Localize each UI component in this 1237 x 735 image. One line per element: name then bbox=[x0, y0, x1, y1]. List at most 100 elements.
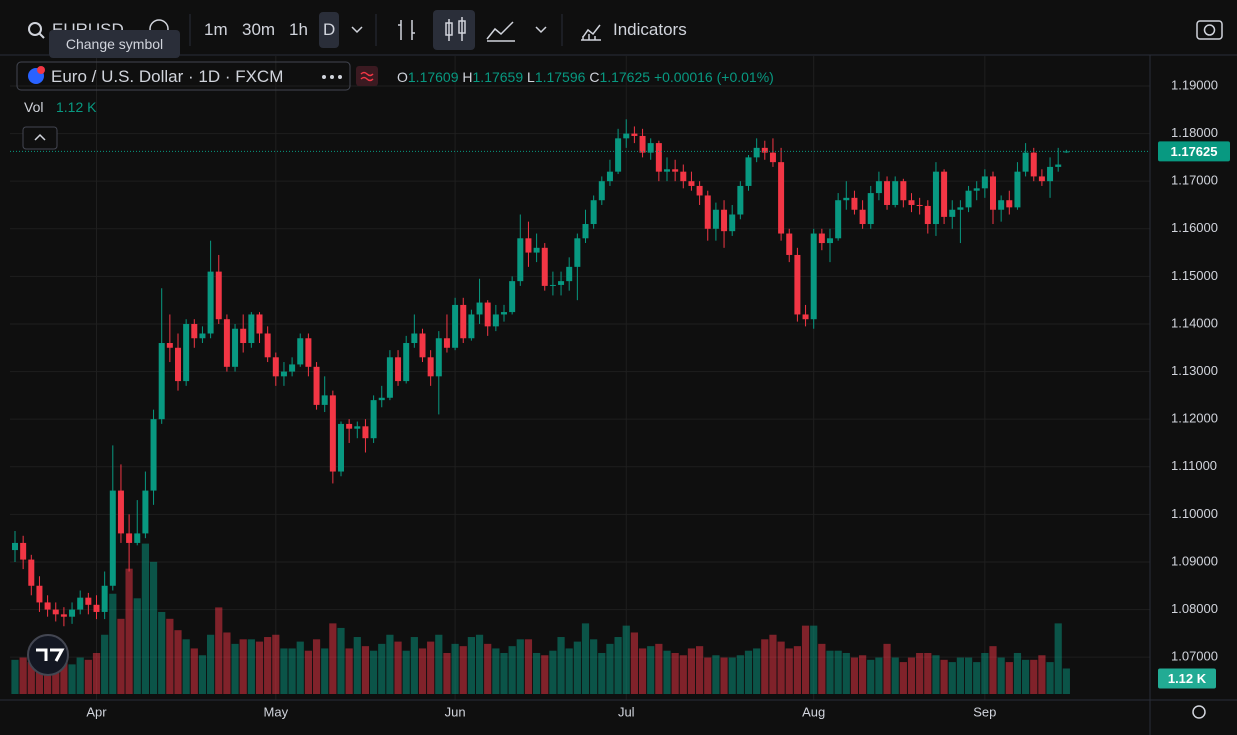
candle-body bbox=[1038, 176, 1045, 182]
volume-bar bbox=[386, 634, 394, 694]
candle-body bbox=[85, 597, 92, 605]
candle-body bbox=[321, 395, 328, 405]
snapshot-icon[interactable] bbox=[1196, 20, 1223, 40]
interval[interactable]: 30m bbox=[242, 20, 276, 39]
y-tick-label: 1.14000 bbox=[1171, 315, 1218, 330]
volume-bar bbox=[361, 646, 370, 694]
candle-body bbox=[484, 302, 491, 327]
volume-bar bbox=[883, 643, 891, 694]
symbol-legend-box[interactable] bbox=[16, 61, 351, 91]
candle-style-bg[interactable] bbox=[433, 10, 475, 50]
candle-body bbox=[549, 284, 556, 286]
candle-body bbox=[280, 371, 287, 377]
volume-badge-label: 1.12 K bbox=[1168, 671, 1207, 686]
area-style-icon[interactable] bbox=[486, 21, 515, 42]
x-tick-label: May bbox=[264, 704, 289, 719]
ohlc-value: 1.17609 bbox=[407, 69, 459, 85]
candle-body bbox=[142, 490, 149, 534]
candle-body bbox=[158, 343, 165, 420]
volume-bar bbox=[647, 646, 655, 694]
candle-body bbox=[704, 195, 711, 229]
candle-body bbox=[525, 238, 532, 253]
indicators-icon[interactable] bbox=[581, 24, 601, 41]
candle-body bbox=[509, 281, 516, 313]
candle-body bbox=[655, 143, 662, 172]
candle-style-icon bbox=[458, 20, 466, 34]
y-tick-label: 1.16000 bbox=[1171, 220, 1218, 235]
volume-bar bbox=[231, 643, 239, 694]
candle-body bbox=[386, 357, 393, 398]
volume-bar bbox=[207, 634, 215, 694]
candle-body bbox=[998, 200, 1005, 210]
candle-body bbox=[875, 181, 882, 194]
interval[interactable]: D bbox=[323, 20, 336, 39]
candle-body bbox=[492, 314, 499, 327]
candle-body bbox=[615, 138, 622, 172]
candle-body bbox=[109, 490, 116, 586]
candle-body bbox=[264, 333, 271, 358]
volume-bar bbox=[410, 637, 418, 694]
interval[interactable]: 1m bbox=[204, 20, 228, 39]
volume-bar bbox=[215, 607, 223, 694]
volume-bar bbox=[1062, 668, 1070, 694]
settings-icon[interactable] bbox=[1192, 705, 1206, 719]
candle-body bbox=[44, 602, 51, 610]
candle-body bbox=[150, 419, 157, 491]
candle-body bbox=[729, 214, 736, 232]
volume-bar bbox=[60, 662, 68, 694]
volume-bar bbox=[141, 543, 149, 694]
volume-bar bbox=[239, 639, 247, 694]
indicators-button[interactable]: Indicators bbox=[613, 20, 687, 39]
volume-bar bbox=[671, 652, 679, 694]
chevron[interactable] bbox=[351, 26, 363, 34]
candle-body bbox=[207, 271, 214, 334]
candle-body bbox=[36, 585, 43, 603]
interval[interactable]: 1h bbox=[289, 20, 308, 39]
chevron[interactable] bbox=[535, 26, 547, 34]
volume-bar bbox=[451, 643, 459, 694]
candle-body bbox=[582, 224, 589, 239]
search-icon[interactable] bbox=[28, 22, 42, 36]
y-tick-label: 1.13000 bbox=[1171, 363, 1218, 378]
ohlc-key: C bbox=[589, 69, 600, 85]
logo[interactable] bbox=[27, 634, 69, 676]
bar-style-icon[interactable] bbox=[398, 20, 415, 40]
candle-body bbox=[949, 209, 956, 217]
candle-body bbox=[851, 197, 858, 210]
y-tick-label: 1.08000 bbox=[1171, 601, 1218, 616]
volume-bar bbox=[321, 648, 329, 694]
y-tick-label: 1.19000 bbox=[1171, 77, 1218, 92]
candle-body bbox=[818, 233, 825, 244]
market-status bbox=[356, 66, 378, 86]
volume-bar bbox=[704, 657, 712, 694]
candle-body bbox=[753, 147, 760, 158]
volume-bar bbox=[964, 657, 973, 694]
volume-bar bbox=[84, 659, 92, 694]
candle-body bbox=[403, 343, 410, 382]
volume-bar bbox=[35, 664, 44, 694]
volume-bar bbox=[247, 639, 255, 694]
symbol-title[interactable]: Euro / U.S. Dollar · 1D · FXCM bbox=[51, 67, 284, 86]
y-tick-label: 1.10000 bbox=[1171, 506, 1218, 521]
x-tick-label: Jul bbox=[618, 704, 635, 719]
volume-bar bbox=[777, 641, 785, 694]
candle-body bbox=[411, 333, 418, 344]
volume-bar bbox=[867, 659, 875, 694]
candle-body bbox=[639, 135, 646, 153]
volume-bar bbox=[859, 655, 867, 694]
volume-bar bbox=[516, 639, 524, 694]
collapse-button[interactable] bbox=[22, 126, 58, 150]
candle-body bbox=[721, 209, 728, 232]
candle-body bbox=[305, 338, 312, 367]
volume-bar bbox=[940, 659, 948, 694]
volume-bar bbox=[573, 641, 581, 694]
candle-body bbox=[827, 238, 833, 244]
volume-bar bbox=[712, 655, 720, 694]
volume-bar bbox=[891, 657, 899, 694]
search-icon bbox=[38, 32, 45, 39]
volume-bar bbox=[753, 648, 761, 694]
candle-body bbox=[924, 205, 931, 225]
candle-body bbox=[248, 314, 255, 344]
more-icon[interactable] bbox=[322, 75, 326, 79]
